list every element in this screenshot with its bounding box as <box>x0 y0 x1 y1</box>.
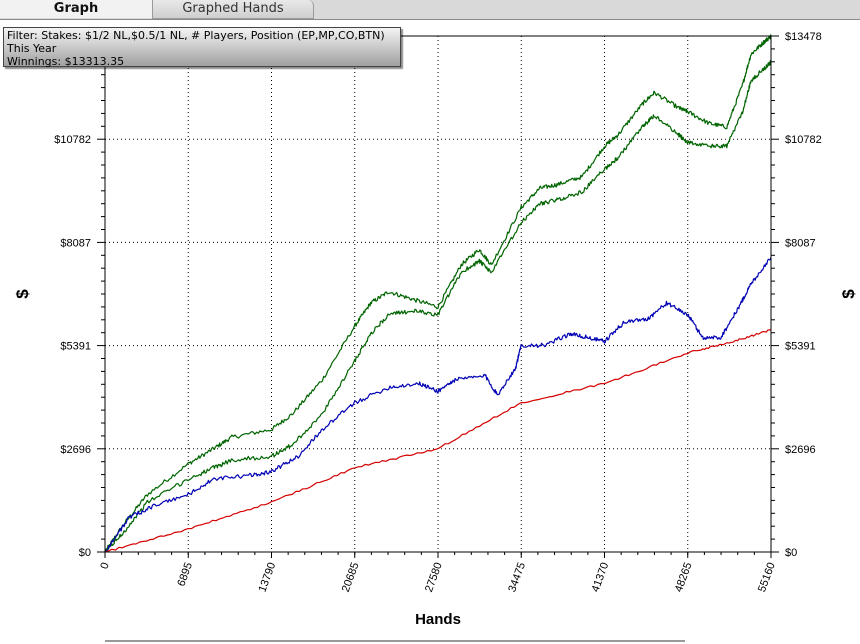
x-tick-label: 41370 <box>590 561 612 594</box>
y-axis-title-right: $ <box>839 289 858 299</box>
x-tick-label: 48265 <box>673 561 695 594</box>
filter-winnings: Winnings: $13313.35 <box>7 55 125 68</box>
y-tick-label-right: $8087 <box>785 237 816 249</box>
plot-frame <box>104 35 772 553</box>
series-group <box>104 34 772 553</box>
x-tick-label: 20685 <box>340 561 362 594</box>
y-tick-label-left: $10782 <box>54 134 91 146</box>
grid <box>105 36 771 552</box>
x-tick-label: 34475 <box>506 561 528 594</box>
y-tick-label-right: $13478 <box>785 31 822 43</box>
series-line <box>104 329 772 553</box>
x-tick-label: 6895 <box>175 561 195 588</box>
series-line <box>104 257 772 553</box>
winnings-chart: 0 6895 13790 20685 27580 34475 41370 48265 55160… <box>13 31 858 642</box>
filter-info-box: Filter: Stakes: $1/2 NL,$0.5/1 NL, # Pla… <box>3 27 401 68</box>
x-tick-label: 13790 <box>257 561 279 594</box>
filter-period: This Year <box>7 42 57 55</box>
y-tick-label-right: $2696 <box>785 444 816 456</box>
y-tick-label-left: $0 <box>79 547 91 559</box>
y-tick-label-right: $5391 <box>785 341 816 353</box>
x-axis-title: Hands <box>415 611 461 628</box>
tab-graph[interactable]: Graph <box>0 0 153 18</box>
y-tick-label-left: $8087 <box>60 237 91 249</box>
y-tick-label-left: $5391 <box>60 341 91 353</box>
y-tick-label-right: $0 <box>785 547 797 559</box>
tab-bar: Graph Graphed Hands <box>0 0 860 20</box>
filter-text: Filter: Stakes: $1/2 NL,$0.5/1 NL, # Pla… <box>7 29 385 42</box>
series-line <box>104 34 772 553</box>
x-tick-label: 27580 <box>423 561 445 594</box>
series-line <box>104 60 772 553</box>
y-tick-label-left: $2696 <box>60 444 91 456</box>
tab-graphed-hands[interactable]: Graphed Hands <box>152 0 314 19</box>
x-tick-label: 55160 <box>756 561 778 594</box>
y-axis-title-left: $ <box>13 289 32 299</box>
x-tick-label: 0 <box>98 561 111 571</box>
y-tick-label-right: $10782 <box>785 134 822 146</box>
